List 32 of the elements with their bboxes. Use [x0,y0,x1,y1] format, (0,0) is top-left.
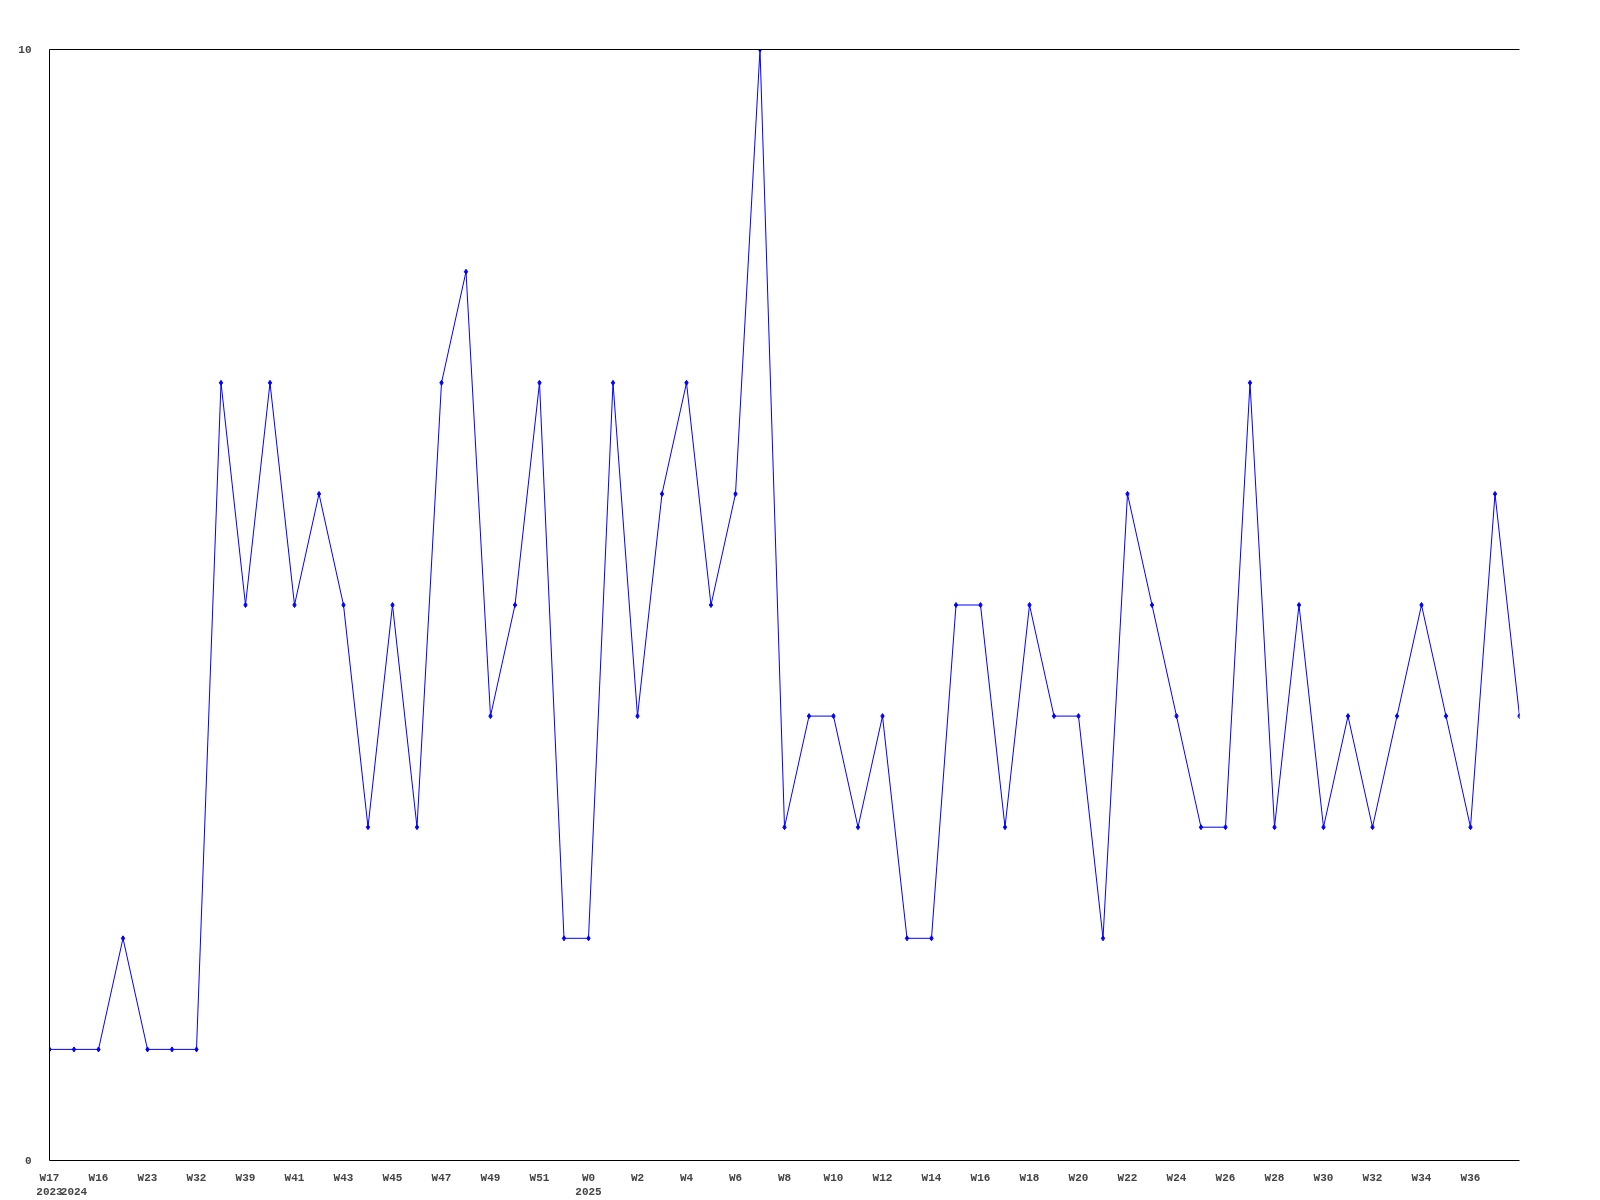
x-tick-label: W32 [186,1171,207,1184]
x-tick-label: W16 [970,1171,991,1184]
x-tick-label: W2 [630,1171,645,1184]
x-tick-label: W32 [1362,1171,1383,1184]
y-tick-label: 0 [24,1155,32,1167]
x-tick-label: W49 [480,1171,501,1184]
x-tick-label: 2024 [60,1185,88,1198]
x-tick-label: W45 [382,1171,403,1184]
x-tick-label: W12 [872,1171,893,1184]
x-tick-label: W41 [284,1171,305,1184]
x-tick-label: W6 [728,1171,743,1184]
x-tick-label: W47 [431,1171,452,1184]
x-tick-label: W51 [529,1171,550,1184]
x-tick-label: W43 [333,1171,354,1184]
x-tick-label: W26 [1215,1171,1236,1184]
x-tick-label: W16 [88,1171,109,1184]
x-tick-label: W4 [679,1171,694,1184]
x-tick-label: W18 [1019,1171,1040,1184]
x-tick-label: W22 [1117,1171,1138,1184]
y-tick-label: 10 [18,44,32,56]
x-tick-label: W24 [1166,1171,1187,1184]
x-tick-label: W20 [1068,1171,1089,1184]
x-tick-label: W39 [235,1171,256,1184]
x-tick-label: W8 [777,1171,792,1184]
x-tick-label: W14 [921,1171,942,1184]
x-tick-label: W30 [1313,1171,1334,1184]
x-tick-label: W0 2025 [575,1171,603,1198]
x-tick-label: W36 [1460,1171,1481,1184]
x-tick-label: W28 [1264,1171,1285,1184]
x-tick-label: W23 [137,1171,158,1184]
x-tick-label: W10 [823,1171,844,1184]
x-tick-label: W34 [1411,1171,1432,1184]
